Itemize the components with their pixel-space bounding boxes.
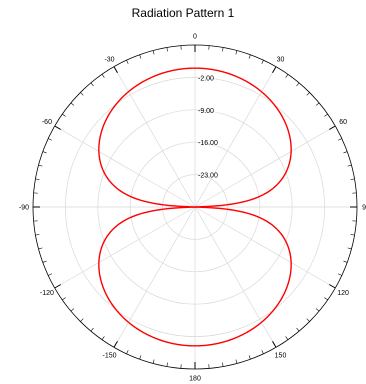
radial-label: -23.00 (198, 173, 218, 180)
grid-spoke (113, 66, 196, 208)
minor-tick (48, 138, 52, 141)
minor-tick (139, 54, 142, 59)
radial-label: -9.00 (198, 108, 214, 115)
minor-tick (306, 318, 310, 322)
minor-tick (248, 54, 251, 59)
angle-label: 0 (193, 34, 197, 41)
angle-label: 60 (339, 119, 347, 126)
radial-label: -2.00 (198, 75, 214, 82)
minor-tick (152, 359, 155, 364)
minor-tick (166, 47, 168, 52)
minor-tick (80, 318, 84, 322)
angle-label: 90 (362, 205, 366, 212)
major-tick (113, 340, 118, 348)
minor-tick (62, 113, 66, 117)
minor-tick (139, 355, 142, 360)
minor-tick (166, 362, 168, 367)
minor-tick (350, 178, 355, 180)
angle-label: -90 (19, 205, 29, 212)
angle-label: -60 (42, 119, 52, 126)
minor-tick (315, 102, 320, 106)
angle-label: 30 (277, 56, 285, 63)
angle-label: 150 (275, 353, 287, 360)
minor-tick (90, 327, 94, 332)
minor-tick (80, 92, 84, 96)
minor-tick (324, 113, 328, 117)
minor-tick (347, 247, 352, 250)
minor-tick (343, 151, 348, 154)
minor-tick (285, 336, 289, 340)
minor-tick (235, 50, 238, 55)
minor-tick (70, 102, 75, 106)
grid-spoke (54, 206, 196, 289)
angle-label: -120 (40, 290, 54, 297)
grid-spoke (194, 206, 336, 289)
minor-tick (235, 359, 238, 364)
minor-tick (42, 151, 47, 154)
minor-tick (222, 47, 224, 52)
minor-tick (62, 297, 66, 301)
minor-tick (35, 234, 40, 236)
angle-label: -150 (102, 353, 116, 360)
grid-spoke (194, 206, 277, 348)
minor-tick (315, 308, 320, 312)
minor-tick (296, 82, 300, 87)
minor-tick (101, 336, 105, 340)
minor-tick (126, 60, 129, 64)
grid-spoke (113, 206, 196, 348)
minor-tick (347, 164, 352, 167)
minor-tick (306, 92, 310, 96)
radial-labels: -2.00 -9.00 -16.00 -23.00 (198, 75, 218, 179)
major-tick (328, 125, 336, 130)
minor-tick (48, 273, 52, 276)
angle-label: -30 (104, 56, 114, 63)
series-layer (98, 67, 292, 347)
angle-label: 120 (337, 290, 349, 297)
series-line (98, 67, 292, 347)
minor-tick (296, 327, 300, 332)
minor-tick (126, 350, 129, 354)
minor-tick (38, 247, 43, 250)
minor-tick (343, 260, 348, 263)
minor-tick (90, 82, 94, 87)
minor-tick (35, 178, 40, 180)
minor-tick (222, 362, 224, 367)
minor-tick (38, 164, 43, 167)
minor-tick (338, 138, 342, 141)
angle-ticks (33, 45, 357, 369)
minor-tick (261, 60, 264, 64)
major-tick (272, 66, 277, 74)
minor-tick (248, 355, 251, 360)
major-tick (54, 125, 62, 130)
grid-spoke (194, 125, 336, 208)
radial-label: -16.00 (198, 140, 218, 147)
minor-tick (324, 297, 328, 301)
minor-tick (152, 50, 155, 55)
major-tick (272, 340, 277, 348)
angle-label: 180 (189, 376, 201, 383)
minor-tick (261, 350, 264, 354)
minor-tick (101, 74, 105, 78)
minor-tick (350, 234, 355, 236)
grid-spoke (194, 66, 277, 208)
chart-title: Radiation Pattern 1 (131, 6, 235, 20)
major-tick (328, 284, 336, 289)
minor-tick (70, 308, 75, 312)
major-tick (54, 284, 62, 289)
minor-tick (285, 74, 289, 78)
grid-spoke (54, 125, 196, 208)
minor-tick (338, 273, 342, 276)
minor-tick (42, 260, 47, 263)
major-tick (113, 66, 118, 74)
angle-labels: 0 30 60 90 120 150 180 -150 -120 -90 -60 -30 (19, 34, 366, 383)
